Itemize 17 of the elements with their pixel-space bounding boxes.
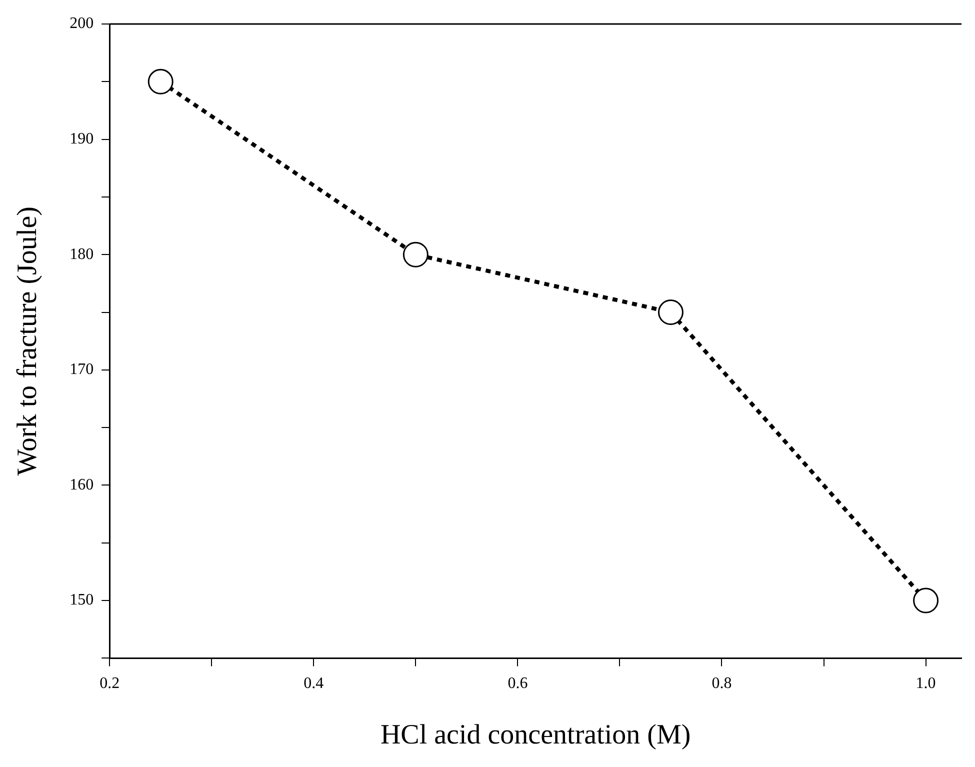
x-axis-title: HCl acid concentration (M) <box>380 720 691 751</box>
x-tick-label: 1.0 <box>916 675 936 692</box>
x-tick-label: 0.4 <box>304 675 324 692</box>
point <box>148 68 174 94</box>
y-tick-label: 200 <box>70 15 94 32</box>
y-axis-title: Work to fracture (Joule) <box>12 206 44 476</box>
point <box>658 300 684 326</box>
x-tick-label: 0.6 <box>508 675 528 692</box>
y-tick-label: 150 <box>70 592 94 609</box>
x-tick-label: 0.2 <box>100 675 120 692</box>
y-tick-label: 180 <box>70 246 94 263</box>
x-tick-label: 0.8 <box>712 675 732 692</box>
point <box>402 242 428 268</box>
point <box>913 588 939 614</box>
y-tick-label: 160 <box>70 476 94 494</box>
y-tick-label: 170 <box>70 361 94 378</box>
y-tick-label: 190 <box>70 130 94 148</box>
